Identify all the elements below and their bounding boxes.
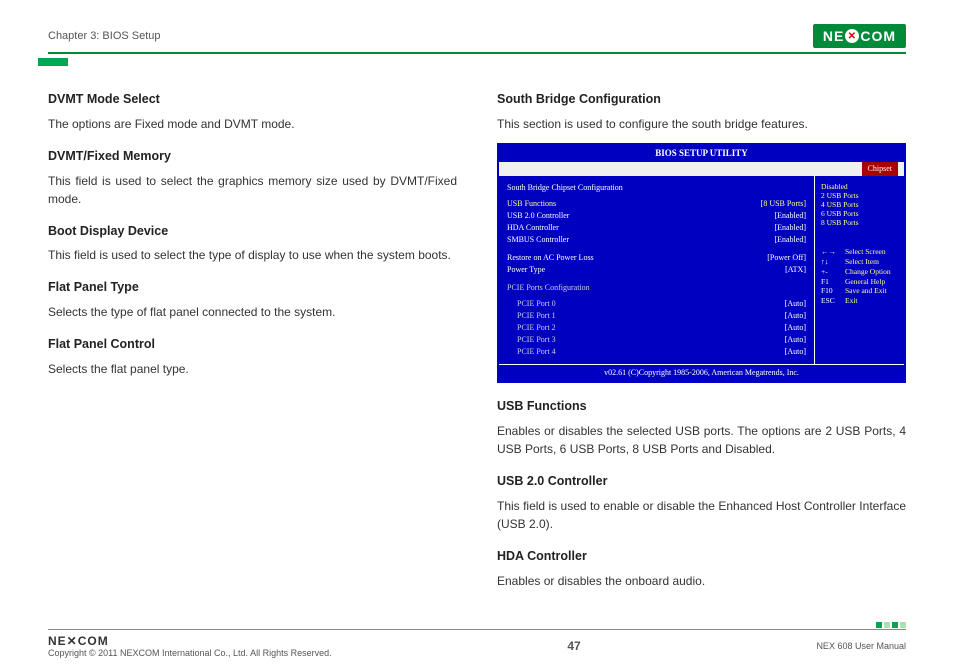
bios-row: Power Type[ATX] [507, 264, 806, 276]
page-footer: NE✕COM Copyright © 2011 NEXCOM Internati… [48, 629, 906, 658]
footer-logo: NE✕COM [48, 634, 332, 648]
heading-dvmt-mode: DVMT Mode Select [48, 90, 457, 109]
bios-row-label: PCIE Port 2 [507, 322, 785, 334]
bios-main: South Bridge Chipset Configuration USB F… [499, 176, 904, 364]
bios-row: PCIE Port 3[Auto] [507, 334, 806, 346]
page-header: Chapter 3: BIOS Setup NE✕COM [48, 24, 906, 54]
right-column: South Bridge Configuration This section … [497, 90, 906, 596]
bios-row-value: [ATX] [785, 264, 806, 276]
text: This field is used to select the type of… [48, 246, 457, 264]
text: Enables or disables the selected USB por… [497, 422, 906, 458]
text: Enables or disables the onboard audio. [497, 572, 906, 590]
bios-row-value: [Auto] [785, 346, 806, 358]
bios-row: Restore on AC Power Loss[Power Off] [507, 252, 806, 264]
bios-option: 6 USB Ports [821, 209, 898, 218]
bios-row: PCIE Port 0[Auto] [507, 298, 806, 310]
bios-row-label: SMBUS Controller [507, 234, 774, 246]
heading-dvmt-fixed: DVMT/Fixed Memory [48, 147, 457, 166]
heading-boot-display: Boot Display Device [48, 222, 457, 241]
bios-footer: v02.61 (C)Copyright 1985-2006, American … [499, 364, 904, 381]
bios-row-label: PCIE Port 0 [507, 298, 785, 310]
left-column: DVMT Mode Select The options are Fixed m… [48, 90, 457, 596]
bios-row-value: [8 USB Ports] [761, 198, 806, 210]
green-accent [38, 58, 68, 66]
heading-usb-functions: USB Functions [497, 397, 906, 416]
bios-row-label: USB Functions [507, 198, 761, 210]
bios-row-value: [Enabled] [774, 210, 806, 222]
bios-row: PCIE Port 2[Auto] [507, 322, 806, 334]
bios-row: PCIE Port 4[Auto] [507, 346, 806, 358]
bios-row-label: Restore on AC Power Loss [507, 252, 767, 264]
bios-nav-row: F1General Help [821, 277, 898, 287]
bios-option: 4 USB Ports [821, 200, 898, 209]
footer-copyright: Copyright © 2011 NEXCOM International Co… [48, 648, 332, 658]
chapter-label: Chapter 3: BIOS Setup [48, 30, 161, 42]
bios-nav-row: F10Save and Exit [821, 286, 898, 296]
bios-screenshot: BIOS SETUP UTILITY Chipset South Bridge … [497, 143, 906, 384]
bios-row: USB 2.0 Controller[Enabled] [507, 210, 806, 222]
heading-hda-controller: HDA Controller [497, 547, 906, 566]
bios-tab-chipset: Chipset [862, 162, 898, 176]
bios-row: PCIE Port 1[Auto] [507, 310, 806, 322]
bios-nav-row: ESCExit [821, 296, 898, 306]
heading-south-bridge: South Bridge Configuration [497, 90, 906, 109]
bios-right-pane: Disabled2 USB Ports4 USB Ports6 USB Port… [814, 176, 904, 364]
bios-row-value: [Power Off] [767, 252, 806, 264]
bios-row: HDA Controller[Enabled] [507, 222, 806, 234]
text: Selects the flat panel type. [48, 360, 457, 378]
bios-section-title: South Bridge Chipset Configuration [507, 182, 806, 194]
bios-pcie-header: PCIE Ports Configuration [507, 282, 806, 294]
bios-option: 8 USB Ports [821, 218, 898, 227]
text: This field is used to enable or disable … [497, 497, 906, 533]
logo-badge: NE✕COM [813, 24, 906, 48]
bios-row-label: PCIE Port 3 [507, 334, 785, 346]
bios-title: BIOS SETUP UTILITY [499, 145, 904, 163]
text: The options are Fixed mode and DVMT mode… [48, 115, 457, 133]
bios-row-value: [Auto] [785, 322, 806, 334]
bios-row-label: PCIE Port 1 [507, 310, 785, 322]
bios-row-label: USB 2.0 Controller [507, 210, 774, 222]
bios-tabs: Chipset [499, 162, 904, 176]
bios-row-value: [Enabled] [774, 234, 806, 246]
manual-name: NEX 608 User Manual [816, 641, 906, 651]
bios-row-value: [Auto] [785, 298, 806, 310]
text: This field is used to select the graphic… [48, 172, 457, 208]
bios-row-value: [Enabled] [774, 222, 806, 234]
page-number: 47 [567, 639, 580, 653]
text: This section is used to configure the so… [497, 115, 906, 133]
bios-row-label: PCIE Port 4 [507, 346, 785, 358]
bios-nav-row: +-Change Option [821, 267, 898, 277]
bios-option: 2 USB Ports [821, 191, 898, 200]
bios-row: SMBUS Controller[Enabled] [507, 234, 806, 246]
heading-flat-panel-type: Flat Panel Type [48, 278, 457, 297]
logo-x-icon: ✕ [845, 29, 859, 43]
bios-row-label: HDA Controller [507, 222, 774, 234]
bios-row-value: [Auto] [785, 310, 806, 322]
bios-row-label: Power Type [507, 264, 785, 276]
bios-row: USB Functions[8 USB Ports] [507, 198, 806, 210]
bios-nav-row: ↑↓Select Item [821, 257, 898, 267]
footer-dots-icon [876, 622, 906, 628]
bios-left-pane: South Bridge Chipset Configuration USB F… [499, 176, 814, 364]
text: Selects the type of flat panel connected… [48, 303, 457, 321]
heading-usb-controller: USB 2.0 Controller [497, 472, 906, 491]
content-columns: DVMT Mode Select The options are Fixed m… [48, 90, 906, 596]
heading-flat-panel-control: Flat Panel Control [48, 335, 457, 354]
bios-nav-row: ←→Select Screen [821, 247, 898, 257]
bios-row-value: [Auto] [785, 334, 806, 346]
bios-nav-help: ←→Select Screen↑↓Select Item+-Change Opt… [821, 247, 898, 306]
bios-option: Disabled [821, 182, 898, 191]
